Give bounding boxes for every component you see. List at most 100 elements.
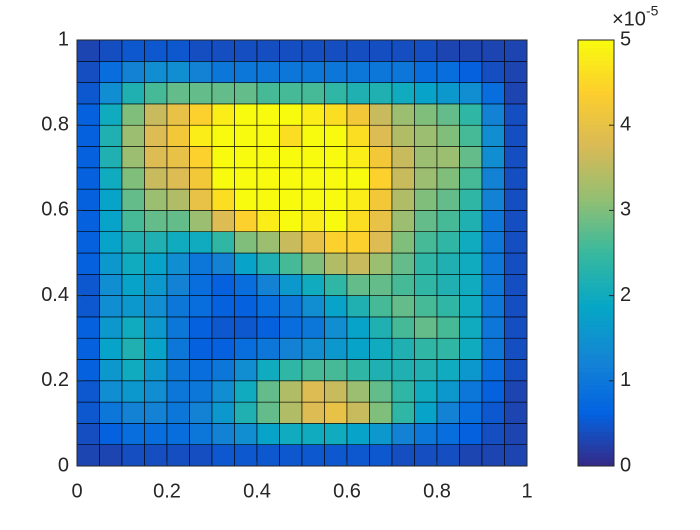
colorbar-strip xyxy=(578,57,614,62)
heatmap-cell xyxy=(166,423,190,445)
heatmap-cell xyxy=(99,210,123,232)
colorbar-strip xyxy=(578,201,614,207)
heatmap-cell xyxy=(504,103,528,126)
heatmap-cell xyxy=(459,359,483,382)
heatmap-cell xyxy=(189,60,213,83)
heatmap-cell xyxy=(369,188,393,211)
heatmap-cell xyxy=(369,60,393,83)
colorbar-strip xyxy=(578,270,614,275)
heatmap-cell xyxy=(481,39,505,62)
heatmap-cell xyxy=(436,231,460,254)
colorbar-strip xyxy=(578,321,614,326)
heatmap-cell xyxy=(504,146,528,169)
colorbar-strip xyxy=(578,155,614,160)
heatmap-cell xyxy=(346,167,370,190)
colorbar-strip xyxy=(578,103,614,109)
heatmap-cell xyxy=(121,316,145,339)
heatmap-cell xyxy=(459,273,483,296)
heatmap-cell xyxy=(459,39,483,62)
colorbar-strip xyxy=(578,253,614,258)
heatmap-cell xyxy=(391,146,415,169)
heatmap-cell xyxy=(234,60,258,83)
heatmap-cell xyxy=(369,295,393,318)
heatmap-cell xyxy=(504,231,528,254)
heatmap-cell xyxy=(189,188,213,211)
colorbar-strip xyxy=(578,150,614,156)
colorbar-strip xyxy=(578,385,614,390)
heatmap-cell xyxy=(189,337,213,360)
heatmap-cell xyxy=(256,60,280,83)
colorbar-strip xyxy=(578,129,614,135)
heatmap-cell xyxy=(391,188,415,211)
heatmap-cell xyxy=(391,231,415,254)
colorbar-strip xyxy=(578,393,614,399)
heatmap-cell xyxy=(369,103,393,126)
heatmap-cell xyxy=(346,146,370,169)
heatmap-cell xyxy=(301,103,325,126)
heatmap-cell xyxy=(279,39,303,62)
heatmap-cell xyxy=(279,167,303,190)
colorbar-strip xyxy=(578,261,614,267)
heatmap-cell xyxy=(459,103,483,126)
colorbar-strip xyxy=(578,74,614,79)
heatmap-cell xyxy=(279,359,303,382)
colorbar-strip xyxy=(578,329,614,335)
heatmap-cell xyxy=(121,252,145,275)
colorbar-strip xyxy=(578,295,614,301)
x-tick-label: 0.2 xyxy=(153,480,181,502)
y-tick-label: 0.4 xyxy=(41,284,69,306)
colorbar-strip xyxy=(578,389,614,395)
heatmap-cell xyxy=(414,423,438,445)
colorbar-strip xyxy=(578,457,614,463)
heatmap-cell xyxy=(504,252,528,275)
heatmap-cell xyxy=(459,82,483,105)
heatmap-cell xyxy=(279,82,303,105)
colorbar-strip xyxy=(578,291,614,297)
heatmap-cell xyxy=(504,444,528,467)
colorbar-strip xyxy=(578,287,614,292)
heatmap-cell xyxy=(144,316,168,339)
heatmap-cell xyxy=(256,103,280,126)
heatmap-cell xyxy=(189,273,213,296)
heatmap-cell xyxy=(99,146,123,169)
heatmap-cell xyxy=(481,231,505,254)
heatmap-cell xyxy=(391,316,415,339)
heatmap-cell xyxy=(166,124,190,147)
colorbar-strip xyxy=(578,448,614,454)
colorbar-strip xyxy=(578,218,614,224)
heatmap-cell xyxy=(256,337,280,360)
heatmap-cell xyxy=(166,82,190,105)
heatmap-cell xyxy=(166,444,190,467)
heatmap-cell xyxy=(189,231,213,254)
y-tick-label: 1 xyxy=(58,28,69,50)
colorbar-strip xyxy=(578,410,614,416)
heatmap-cell xyxy=(346,103,370,126)
heatmap-cell xyxy=(459,124,483,147)
heatmap-cell xyxy=(391,337,415,360)
heatmap-cell xyxy=(144,401,168,424)
colorbar-strip xyxy=(578,444,614,450)
heatmap-cell xyxy=(414,60,438,83)
heatmap-cell xyxy=(301,167,325,190)
heatmap-cell xyxy=(436,273,460,296)
heatmap-cell xyxy=(459,231,483,254)
heatmap-cell xyxy=(144,39,168,62)
colorbar-tick-label: 4 xyxy=(620,113,631,135)
colorbar-strip xyxy=(578,376,614,382)
heatmap-cell xyxy=(189,380,213,403)
heatmap-cell xyxy=(459,295,483,318)
heatmap-cell xyxy=(414,188,438,211)
heatmap-cell xyxy=(459,188,483,211)
heatmap-cell xyxy=(279,231,303,254)
heatmap-cell xyxy=(76,188,100,211)
heatmap-cell xyxy=(301,359,325,382)
heatmap-cell xyxy=(346,252,370,275)
heatmap-cell xyxy=(76,252,100,275)
heatmap-cell xyxy=(121,82,145,105)
colorbar-strip xyxy=(578,227,614,233)
heatmap-cell xyxy=(301,316,325,339)
heatmap-cell xyxy=(436,423,460,445)
heatmap-cell xyxy=(76,316,100,339)
heatmap-cell xyxy=(99,188,123,211)
colorbar-strip xyxy=(578,278,614,284)
